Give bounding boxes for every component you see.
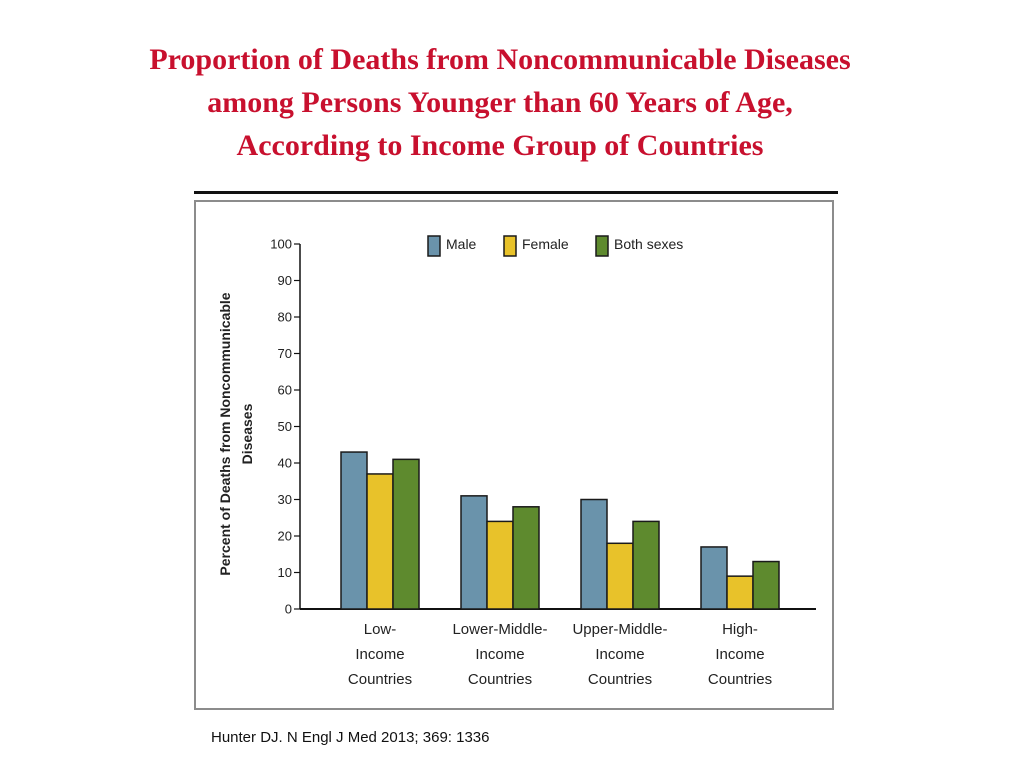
x-category-label: High-	[722, 621, 758, 638]
bar-both-2	[632, 520, 660, 610]
legend-swatch-male	[427, 235, 441, 257]
y-tick-label: 50	[278, 419, 292, 434]
legend-label: Both sexes	[614, 236, 683, 252]
legend-label: Female	[522, 236, 569, 252]
y-axis-title: Percent of Deaths from Noncommunicable	[217, 292, 233, 575]
x-category-label: Income	[475, 646, 524, 663]
legend-label: Male	[446, 236, 477, 252]
bar-chart: 0 10 20 30 40 50 60 70 80 90 100 Low- Income Countrie…	[217, 235, 816, 688]
bar-male-1	[460, 495, 488, 610]
y-tick-label: 40	[278, 456, 292, 471]
bar-female-1	[486, 520, 514, 610]
bar-female-0	[366, 473, 394, 610]
y-tick-label: 20	[278, 529, 292, 544]
citation: Hunter DJ. N Engl J Med 2013; 369: 1336	[211, 729, 490, 746]
legend-swatch-both	[595, 235, 609, 257]
x-category-label: Countries	[348, 671, 412, 688]
x-category-label: Countries	[588, 671, 652, 688]
x-category-label: Countries	[468, 671, 532, 688]
x-category-label: Countries	[708, 671, 772, 688]
figure-top-rule	[194, 191, 838, 194]
bar-male-0	[340, 451, 368, 610]
slide-title: Proportion of Deaths from Noncommunicabl…	[40, 38, 960, 167]
x-category-label: Income	[595, 646, 644, 663]
bar-both-1	[512, 506, 540, 610]
y-axis-title: Diseases	[239, 403, 255, 464]
y-tick-label: 70	[278, 346, 292, 361]
x-category-label: Lower-Middle-	[452, 621, 547, 638]
title-line: According to Income Group of Countries	[236, 129, 764, 162]
bar-female-2	[606, 542, 634, 610]
bar-male-3	[700, 546, 728, 610]
x-category-label: Income	[355, 646, 404, 663]
y-tick-label: 100	[270, 237, 292, 252]
bar-both-3	[752, 560, 780, 610]
legend-swatch-female	[503, 235, 517, 257]
x-category-label: Upper-Middle-	[572, 621, 667, 638]
y-tick-label: 80	[278, 310, 292, 325]
chart-frame: 0 10 20 30 40 50 60 70 80 90 100 Low- Income Countrie…	[194, 200, 834, 710]
y-tick-label: 30	[278, 492, 292, 507]
y-tick-label: 10	[278, 565, 292, 580]
y-tick-label: 0	[285, 602, 292, 617]
x-category-label: Low-	[364, 621, 397, 638]
bar-both-0	[392, 458, 420, 610]
bar-male-2	[580, 498, 608, 610]
x-category-label: Income	[715, 646, 764, 663]
bar-female-3	[726, 575, 754, 610]
y-tick-label: 60	[278, 383, 292, 398]
title-line: among Persons Younger than 60 Years of A…	[207, 86, 793, 119]
title-line: Proportion of Deaths from Noncommunicabl…	[149, 43, 851, 76]
y-tick-label: 90	[278, 273, 292, 288]
